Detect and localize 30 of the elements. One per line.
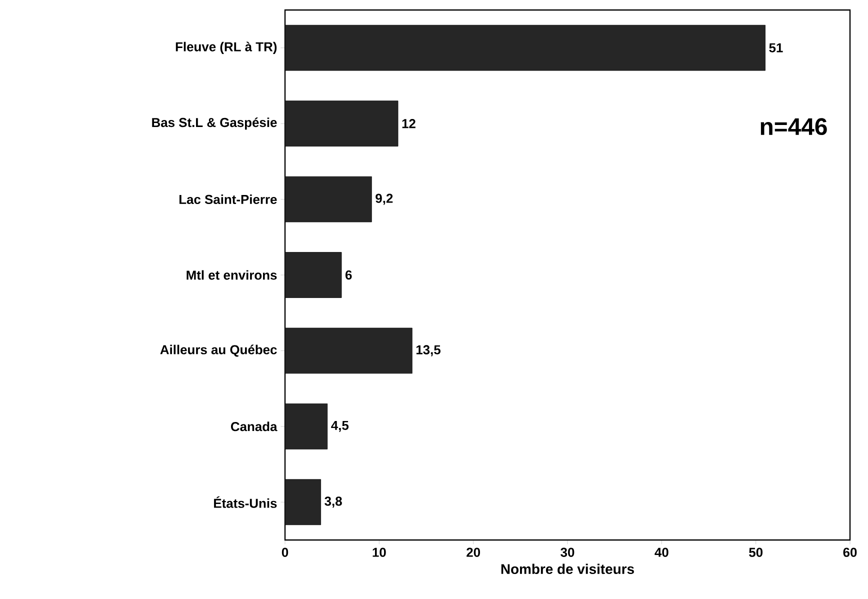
data-label: 9,2 [376, 194, 393, 205]
bar [285, 24, 766, 71]
data-label: 3,8 [324, 496, 342, 508]
data-label: 6 [345, 270, 352, 280]
data-label: 13,5 [416, 345, 440, 356]
x-tick-label: 0 [282, 548, 288, 557]
y-tick-label: Fleuve (RL à TR) [176, 42, 277, 54]
bar [285, 252, 342, 298]
x-tick-label: 30 [560, 548, 574, 557]
x-tick-label: 10 [372, 548, 386, 557]
y-tick-label: États-Unis [214, 496, 277, 508]
x-tick-label: 20 [466, 548, 480, 557]
bar [285, 404, 328, 450]
y-tick-label: Bas St.L & Gaspésie [152, 117, 277, 130]
y-tick-label: Lac Saint-Pierre [179, 194, 277, 204]
x-tick-label: 50 [749, 548, 763, 557]
bar [285, 100, 398, 146]
bar [285, 479, 321, 526]
x-axis-title: Nombre de visiteurs [501, 564, 634, 574]
data-label: 12 [402, 119, 416, 128]
bar [285, 328, 412, 374]
y-tick-label: Mtl et environs [186, 270, 277, 280]
data-label: 4,5 [331, 420, 349, 432]
annotation: n=446 [760, 118, 827, 136]
y-tick-label: Ailleurs au Québec [160, 344, 277, 357]
data-label: 51 [769, 43, 783, 52]
y-tick-label: Canada [230, 422, 278, 432]
bar [285, 176, 372, 222]
x-tick-label: 60 [843, 548, 857, 557]
x-tick-label: 40 [654, 548, 668, 557]
